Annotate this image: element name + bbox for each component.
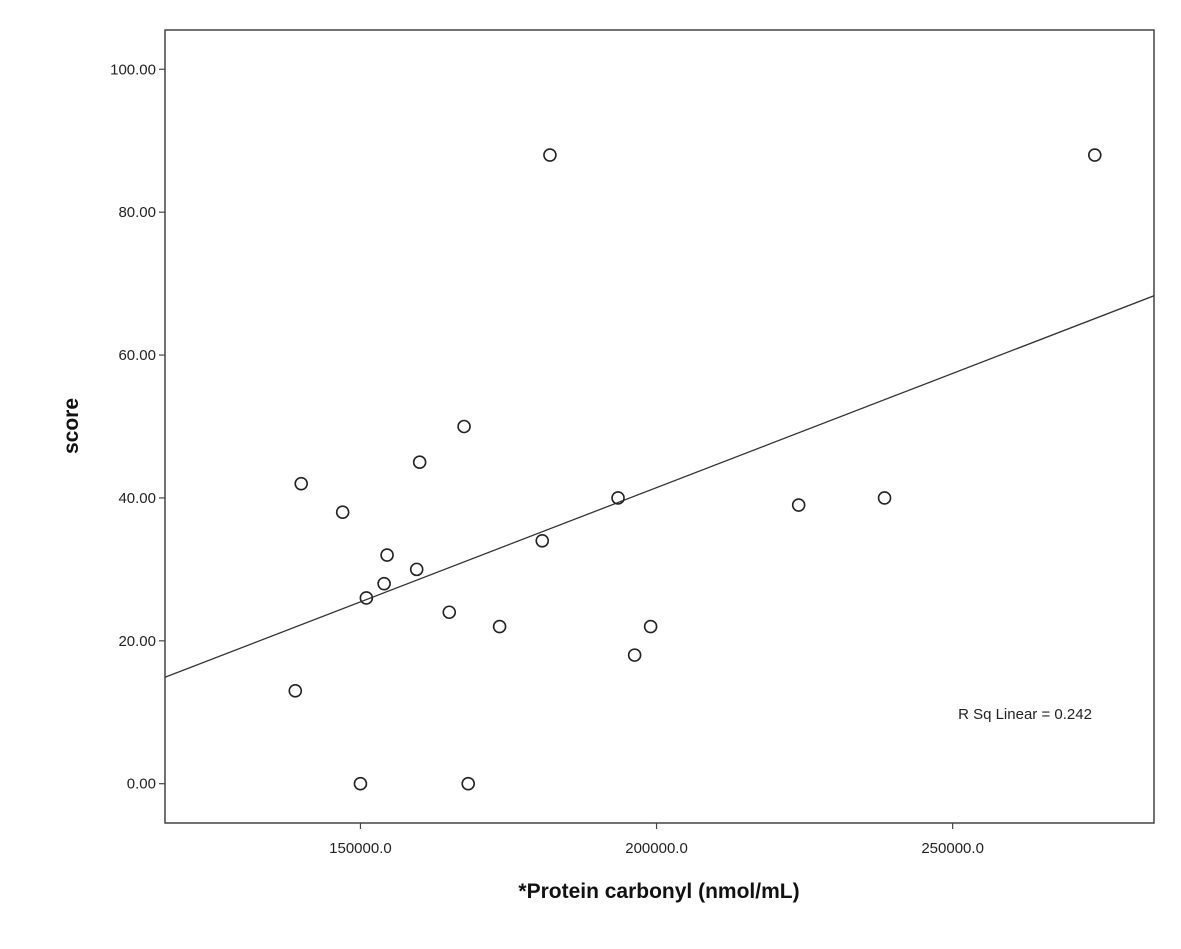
y-tick-label: 20.00 [118, 633, 156, 650]
fit-line [164, 295, 1155, 678]
r-squared-annotation: R Sq Linear = 0.242 [958, 706, 1092, 723]
data-point [791, 498, 806, 512]
data-point [409, 562, 424, 577]
data-point [412, 455, 427, 470]
data-point [335, 505, 350, 520]
plot-frame [164, 29, 1155, 824]
fit-line-group [164, 295, 1155, 678]
data-point [353, 776, 368, 791]
data-point [877, 491, 892, 505]
y-axis: 0.00 20.00 40.00 60.00 80.00 100.00 [110, 61, 165, 793]
data-point [643, 619, 658, 634]
data-point [380, 548, 394, 562]
data-point [535, 534, 550, 548]
data-point [1087, 148, 1102, 162]
data-point [461, 776, 476, 791]
x-tick-label: 150000.0 [329, 840, 392, 857]
y-tick-label: 80.00 [118, 204, 156, 221]
x-tick-label: 200000.0 [625, 840, 688, 857]
data-point [294, 476, 309, 491]
data-point [492, 619, 507, 634]
y-axis-title: score [60, 398, 83, 454]
y-tick-label: 40.00 [118, 490, 156, 507]
x-tick-label: 250000.0 [921, 840, 984, 857]
data-point [377, 576, 391, 591]
data-point [611, 491, 625, 505]
y-tick-label: 0.00 [127, 776, 156, 793]
data-point [627, 648, 642, 662]
data-points [288, 148, 1102, 791]
y-tick-label: 100.00 [110, 61, 156, 78]
data-point [543, 148, 557, 162]
data-point [457, 419, 471, 434]
data-point [288, 684, 303, 698]
data-point [442, 605, 457, 620]
x-axis: 150000.0 200000.0 250000.0 [329, 823, 984, 857]
data-point [359, 591, 374, 605]
y-tick-label: 60.00 [118, 347, 156, 364]
x-axis-title: *Protein carbonyl (nmol/mL) [518, 880, 799, 903]
